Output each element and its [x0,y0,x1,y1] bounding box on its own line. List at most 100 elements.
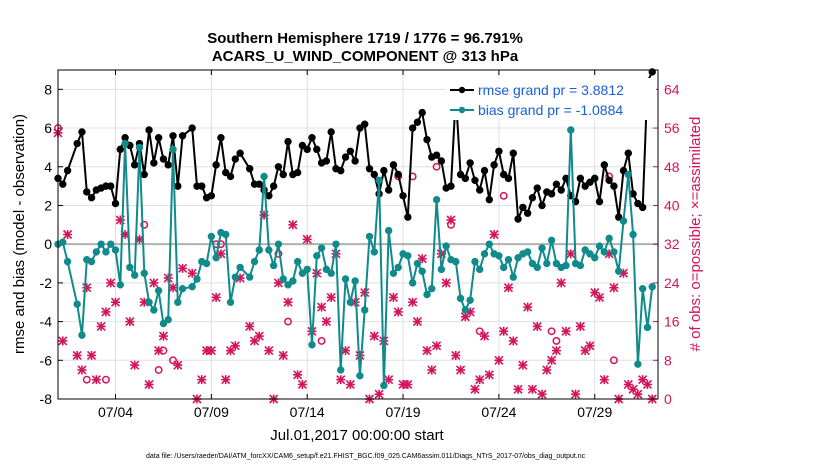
rmse-point [533,184,541,192]
obs-assimilated-marker [110,297,121,307]
obs-assimilated-marker [388,292,399,302]
rmse-point [226,172,235,181]
rmse-point [322,157,331,165]
y-tick-label: 0 [44,236,52,252]
rmse-point [370,170,378,179]
bias-point [265,246,273,254]
obs-possible-marker [140,220,149,229]
bias-point [150,306,158,314]
obs-assimilated-marker [345,379,355,390]
obs-possible-marker [154,366,163,374]
rmse-point [269,182,278,190]
obs-assimilated-marker [326,292,336,302]
obs-assimilated-marker [149,278,159,288]
bias-point [452,257,460,266]
bias-point [461,306,470,314]
bias-point [78,331,86,339]
legend-swatch-marker [458,86,466,94]
bias-point [600,248,609,256]
rmse-point [116,145,125,154]
bias-point [485,240,494,248]
obs-assimilated-marker [283,297,293,307]
obs-assimilated-marker [527,384,538,394]
obs-assimilated-marker [556,278,566,288]
obs-assimilated-marker [264,346,274,356]
obs-assimilated-marker [374,389,384,399]
rmse-point [207,192,216,200]
obs-assimilated-marker [230,341,240,351]
bias-point [289,277,297,285]
obs-assimilated-marker [197,375,207,385]
rmse-point [480,166,489,175]
rmse-point [418,108,426,117]
rmse-point [619,166,628,175]
obs-assimilated-marker [106,278,116,288]
obs-possible-marker [101,375,110,384]
legend-swatch-marker [458,106,466,114]
obs-assimilated-marker [499,326,509,336]
obs-assimilated-marker [144,379,154,390]
obs-possible-marker [284,317,292,326]
y2-axis-label: # of obs: o=possible; ×=assimilated [687,117,704,352]
rmse-point [308,134,316,142]
y-tick-label: -2 [40,275,53,291]
obs-assimilated-marker [417,254,427,264]
bias-point [428,284,436,293]
bias-point [615,267,623,275]
bias-point [202,259,211,268]
bias-point [126,263,134,272]
bias-point [193,275,201,283]
bias-point [154,286,163,295]
rmse-point [130,161,139,169]
bias-point [236,263,244,272]
y2-tick-label: 40 [664,197,680,213]
rmse-point [236,149,244,157]
bias-point [145,298,153,306]
obs-assimilated-marker [77,365,87,375]
y-tick-label: 4 [44,159,52,175]
bias-point [250,257,259,266]
rmse-point [389,161,398,169]
rmse-point [78,128,86,136]
obs-assimilated-marker [58,336,68,346]
bias-point [634,360,642,368]
bias-point [418,267,426,275]
y-tick-label: 2 [44,197,52,213]
obs-possible-marker [552,336,561,345]
obs-assimilated-marker [441,278,451,288]
rmse-point [490,161,498,169]
obs-assimilated-marker [566,249,576,259]
rmse-point [154,134,163,142]
bias-point [543,259,551,268]
rmse-point [519,203,527,212]
bias-point [140,269,148,277]
bias-point [581,246,589,254]
obs-assimilated-marker [336,375,346,385]
bias-point [605,234,613,243]
bias-point [466,296,474,304]
rmse-point [188,124,196,132]
obs-possible-marker [499,191,508,200]
obs-possible-marker [547,327,556,336]
obs-assimilated-marker [82,283,92,293]
rmse-point [217,134,225,142]
bias-point [169,145,177,154]
obs-possible-marker [317,336,326,345]
x-tick-label: 07/09 [194,404,229,420]
bias-point [269,261,278,270]
rmse-point [380,166,388,175]
bias-point [476,265,484,274]
bias-point [404,252,412,260]
obs-possible-marker [159,346,168,355]
bias-point [586,250,594,258]
bias-point [423,290,431,299]
bias-point [533,263,541,272]
obs-assimilated-marker [518,360,528,370]
obs-assimilated-marker [393,307,403,317]
obs-assimilated-marker [211,292,221,302]
bias-point [523,248,532,256]
obs-assimilated-marker [254,331,264,341]
bias-point [332,240,340,248]
obs-assimilated-marker [317,302,327,312]
rmse-point [591,174,599,183]
